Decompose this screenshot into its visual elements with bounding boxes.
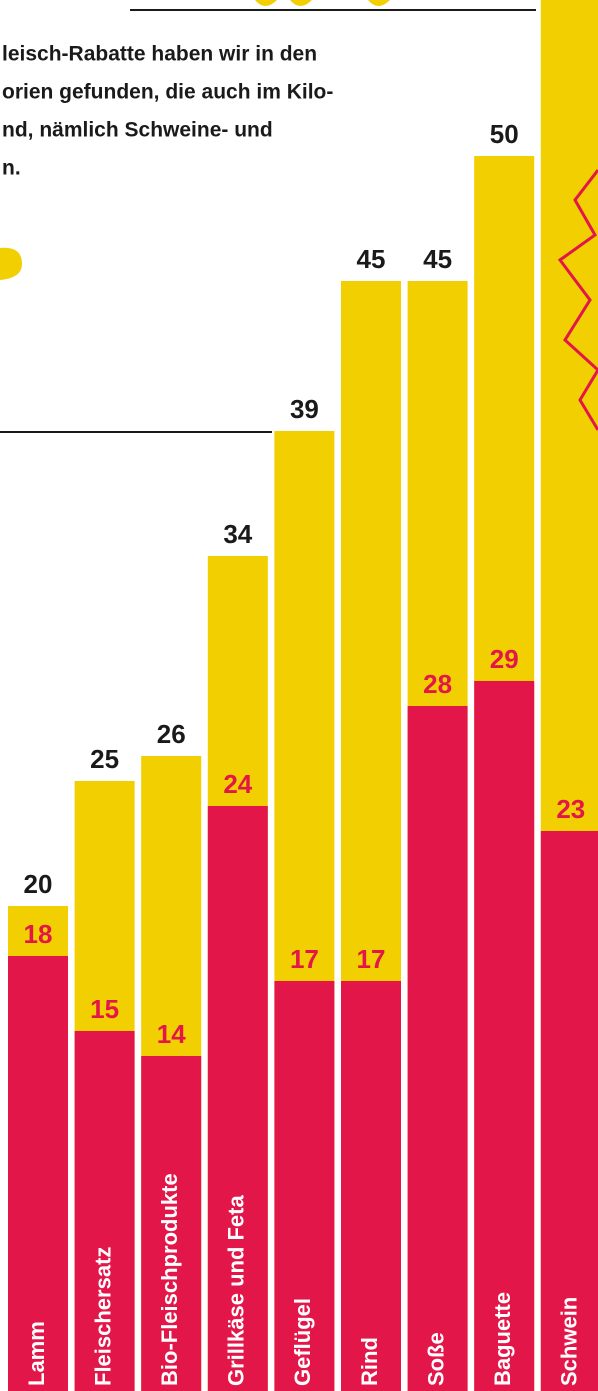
part-label: 17 xyxy=(290,944,319,974)
part-label: 15 xyxy=(90,994,119,1024)
bar-part xyxy=(274,981,335,1391)
total-label: 50 xyxy=(490,119,519,149)
category-label: Fleischersatz xyxy=(90,1247,115,1386)
intro-line: nd, nämlich Schweine- und xyxy=(2,119,273,142)
bar-part xyxy=(474,681,535,1391)
total-label: 45 xyxy=(423,244,452,274)
bar-part xyxy=(407,706,468,1391)
total-label: 39 xyxy=(290,394,319,424)
part-label: 28 xyxy=(423,669,452,699)
category-label: Bio-Fleischprodukte xyxy=(157,1173,182,1386)
part-label: 18 xyxy=(24,919,53,949)
decoration xyxy=(0,247,22,280)
bar-part xyxy=(341,981,401,1391)
total-label: 25 xyxy=(90,744,119,774)
total-label: 20 xyxy=(24,869,53,899)
bar-part xyxy=(207,806,268,1391)
intro-line: leisch-Rabatte haben wir in den xyxy=(2,43,317,66)
total-label: 34 xyxy=(223,519,252,549)
category-label: Soße xyxy=(423,1332,448,1386)
decoration xyxy=(557,169,598,431)
category-label: Lamm xyxy=(24,1321,49,1386)
category-label: Rind xyxy=(357,1337,382,1386)
part-label: 24 xyxy=(223,769,252,799)
part-label: 29 xyxy=(490,644,519,674)
bar-part xyxy=(74,1031,135,1391)
part-label: 23 xyxy=(556,794,585,824)
category-label: Grillkäse und Feta xyxy=(224,1195,249,1386)
decoration xyxy=(255,0,390,6)
part-label: 14 xyxy=(157,1019,186,1049)
category-label: Schwein xyxy=(557,1297,582,1386)
category-label: Geflügel xyxy=(290,1298,315,1386)
intro-line: orien gefunden, die auch im Kilo- xyxy=(2,81,333,104)
total-label: 26 xyxy=(157,719,186,749)
bar-part xyxy=(8,956,68,1391)
category-label: Baguette xyxy=(490,1292,515,1386)
bar-part xyxy=(540,831,598,1391)
total-label: 45 xyxy=(357,244,386,274)
intro-line: n. xyxy=(2,157,21,180)
part-label: 17 xyxy=(357,944,386,974)
bar-part xyxy=(141,1056,202,1391)
